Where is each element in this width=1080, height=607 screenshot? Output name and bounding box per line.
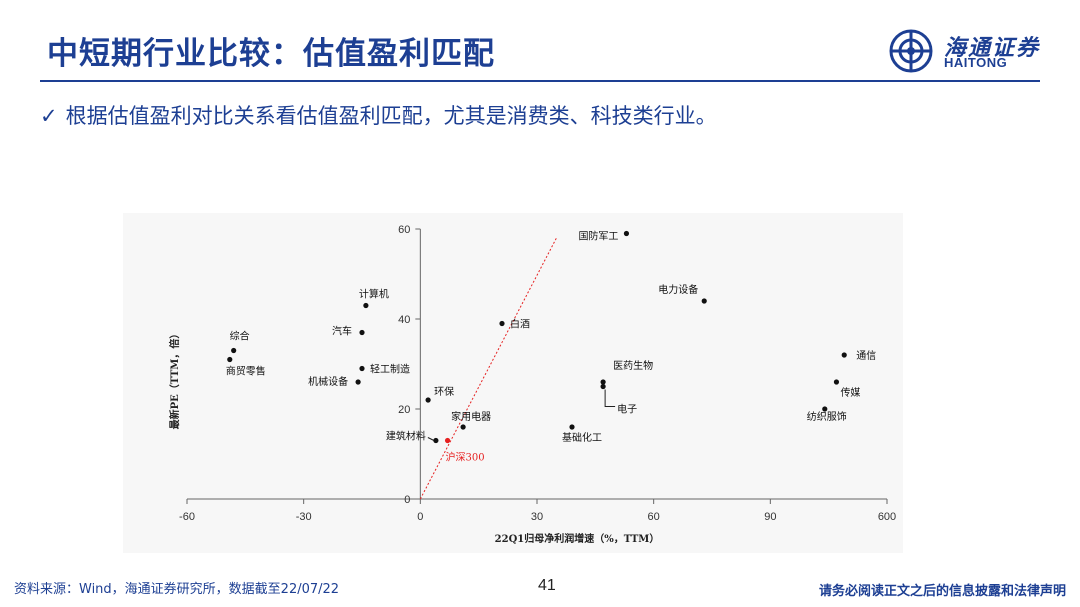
y-tick-label: 20: [398, 404, 410, 416]
trend-line: [419, 237, 557, 500]
point-label: 白酒: [510, 318, 530, 331]
haitong-emblem-icon: [889, 29, 933, 73]
x-tick-label: 30: [531, 511, 543, 523]
data-point: [569, 424, 575, 430]
x-tick-label: 600: [878, 511, 896, 523]
point-label: 建筑材料: [386, 430, 426, 443]
chart-background: [123, 213, 903, 553]
point-label: 国防军工: [578, 230, 618, 243]
disclaimer: 请务必阅读正文之后的信息披露和法律声明: [818, 584, 1066, 599]
data-point: [231, 347, 237, 354]
y-tick-label: 0: [404, 494, 410, 506]
x-tick-label: 0: [417, 511, 423, 523]
leader-line: [604, 389, 616, 407]
y-tick-label: 40: [398, 314, 410, 326]
bullet-point: ✓ 根据估值盈利对比关系看估值盈利匹配，尤其是消费类、科技类行业。: [40, 100, 717, 130]
point-label: 沪深300: [446, 451, 485, 464]
data-point: [822, 406, 828, 412]
point-label: 商贸零售: [226, 365, 266, 378]
point-label: 环保: [434, 385, 454, 398]
haitong-logo: 海通证券 HAITONG: [888, 28, 1048, 74]
x-tick-label: 60: [648, 511, 660, 523]
data-point: [833, 379, 840, 385]
data-point: [600, 379, 606, 385]
point-label: 机械设备: [308, 375, 348, 388]
point-label: 通信: [856, 350, 876, 362]
data-point: [425, 397, 431, 403]
page-title: 中短期行业比较：估值盈利匹配: [47, 36, 495, 72]
point-label: 传媒: [840, 387, 860, 399]
point-label: 计算机: [359, 288, 389, 301]
data-point: [363, 302, 369, 309]
y-tick-label: 60: [398, 224, 410, 236]
point-label: 汽车: [332, 325, 352, 338]
y-axis-title: 最新PE（TTM，倍）: [168, 329, 181, 430]
logo-text-cn: 海通证券: [944, 35, 1041, 61]
point-label: 家用电器: [451, 410, 491, 423]
source-note: 资料来源：Wind，海通证券研究所，数据截至22/07/22: [14, 582, 340, 597]
data-point: [841, 352, 847, 358]
x-tick-label: 90: [764, 511, 776, 523]
point-label: 电子: [617, 403, 637, 416]
page-number: 41: [538, 577, 556, 594]
data-point: [499, 320, 505, 327]
point-label: 纺织服饰: [807, 410, 847, 423]
data-point: [460, 424, 466, 430]
bullet-text: 根据估值盈利对比关系看估值盈利匹配，尤其是消费类、科技类行业。: [65, 104, 717, 128]
leader-line: [427, 437, 435, 441]
check-icon: ✓: [40, 104, 58, 128]
data-point: [355, 379, 361, 385]
point-label: 综合: [230, 330, 250, 343]
point-label: 医药生物: [613, 359, 653, 372]
data-point: [444, 437, 451, 444]
x-axis-title: 22Q1归母净利润增速（%，TTM）: [495, 532, 660, 545]
data-point: [359, 365, 365, 372]
point-label: 轻工制造: [370, 363, 410, 376]
data-point: [623, 230, 630, 237]
title-divider: [40, 80, 1040, 82]
point-label: 基础化工: [562, 431, 602, 444]
data-point: [227, 356, 233, 363]
x-tick-label: -60: [179, 511, 195, 523]
data-point: [701, 298, 707, 304]
logo-text-en: HAITONG: [944, 55, 1008, 70]
x-tick-label: -30: [296, 511, 312, 523]
data-point: [600, 383, 606, 390]
point-label: 电力设备: [658, 283, 698, 296]
data-point: [433, 437, 439, 444]
data-point: [359, 329, 365, 336]
